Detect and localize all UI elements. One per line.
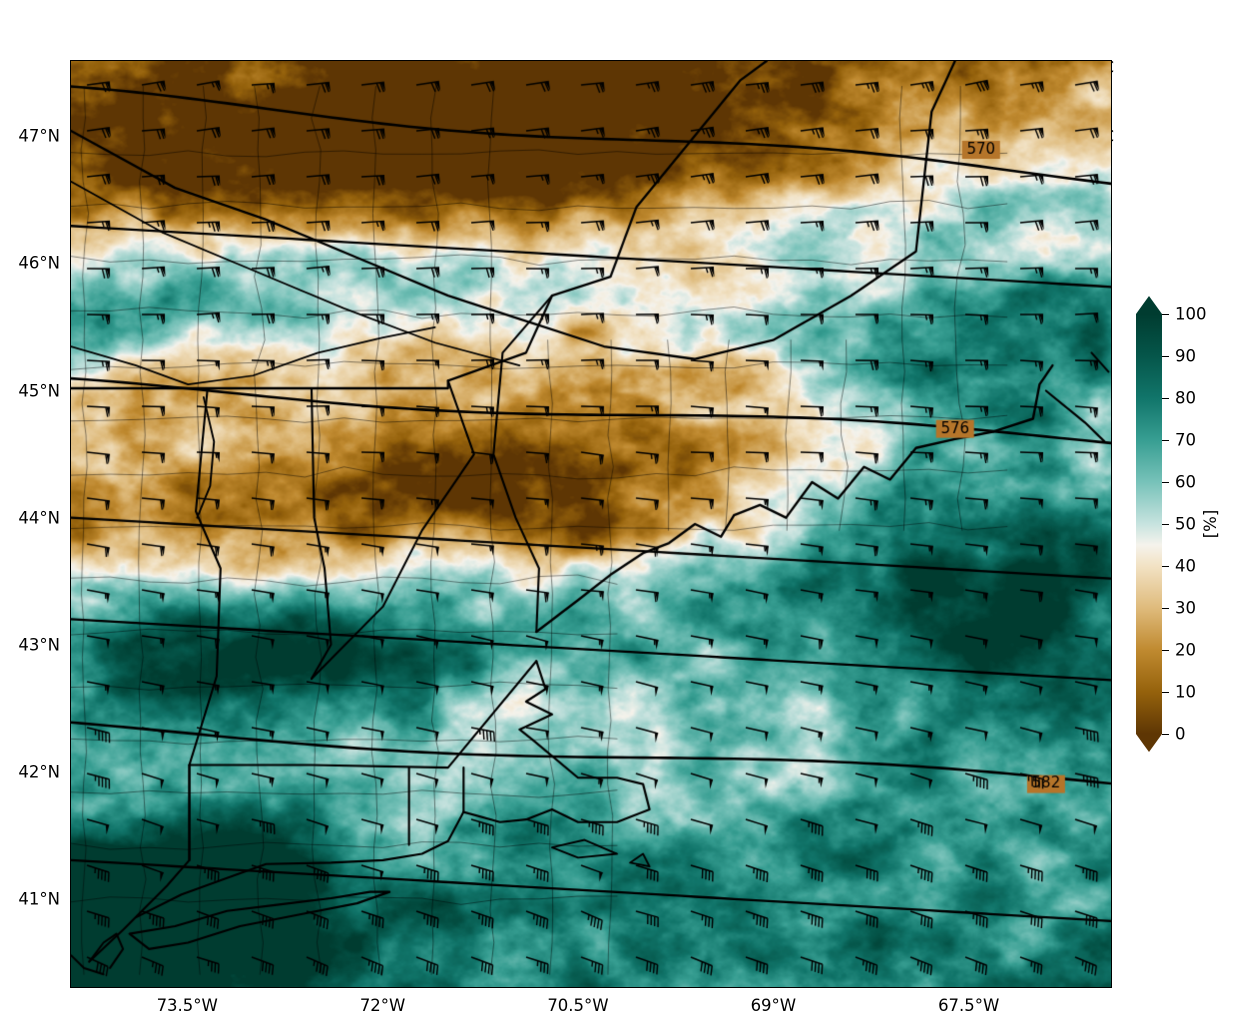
colorbar-tick-label: 80: [1175, 388, 1196, 408]
map-plot-area: [70, 60, 1112, 988]
latitude-tick-label: 43°N: [18, 635, 60, 655]
longitude-tick-label: 70.5°W: [547, 996, 609, 1015]
colorbar-tick: [1162, 440, 1169, 442]
latitude-tick-label: 44°N: [18, 508, 60, 528]
colorbar-tick: [1162, 356, 1169, 358]
colorbar-tick: [1162, 650, 1169, 652]
relative-humidity-raster: [71, 61, 1111, 987]
latitude-tick-label: 41°N: [18, 889, 60, 909]
latitude-tick-label: 46°N: [18, 253, 60, 273]
colorbar-tick-label: 40: [1175, 556, 1196, 576]
longitude-tick-label: 67.5°W: [938, 996, 1000, 1015]
colorbar-extend-max-arrow: [1136, 296, 1162, 314]
colorbar-tick: [1162, 524, 1169, 526]
colorbar-tick: [1162, 482, 1169, 484]
longitude-tick-label: 72°W: [359, 996, 406, 1015]
colorbar-tick: [1162, 734, 1169, 736]
colorbar-tick: [1162, 608, 1169, 610]
colorbar-tick-label: 10: [1175, 682, 1196, 702]
colorbar-extend-min-arrow: [1136, 734, 1162, 752]
latitude-tick-label: 47°N: [18, 126, 60, 146]
colorbar-tick-label: 60: [1175, 472, 1196, 492]
latitude-tick-label: 42°N: [18, 762, 60, 782]
colorbar-tick-label: 30: [1175, 598, 1196, 618]
colorbar-units-label: [%]: [1200, 509, 1220, 539]
colorbar-tick-label: 0: [1175, 724, 1186, 744]
longitude-tick-label: 69°W: [750, 996, 797, 1015]
colorbar-gradient: [1136, 314, 1162, 734]
colorbar-tick-label: 100: [1175, 304, 1207, 324]
colorbar-tick-label: 20: [1175, 640, 1196, 660]
colorbar-tick-label: 90: [1175, 346, 1196, 366]
colorbar-tick: [1162, 314, 1169, 316]
colorbar-tick: [1162, 566, 1169, 568]
colorbar-tick-label: 70: [1175, 430, 1196, 450]
latitude-tick-label: 45°N: [18, 381, 60, 401]
colorbar-body: [1136, 314, 1162, 734]
colorbar-tick: [1162, 398, 1169, 400]
colorbar-tick-label: 50: [1175, 514, 1196, 534]
colorbar-tick: [1162, 692, 1169, 694]
colorbar: [1136, 296, 1162, 752]
longitude-tick-label: 73.5°W: [156, 996, 218, 1015]
